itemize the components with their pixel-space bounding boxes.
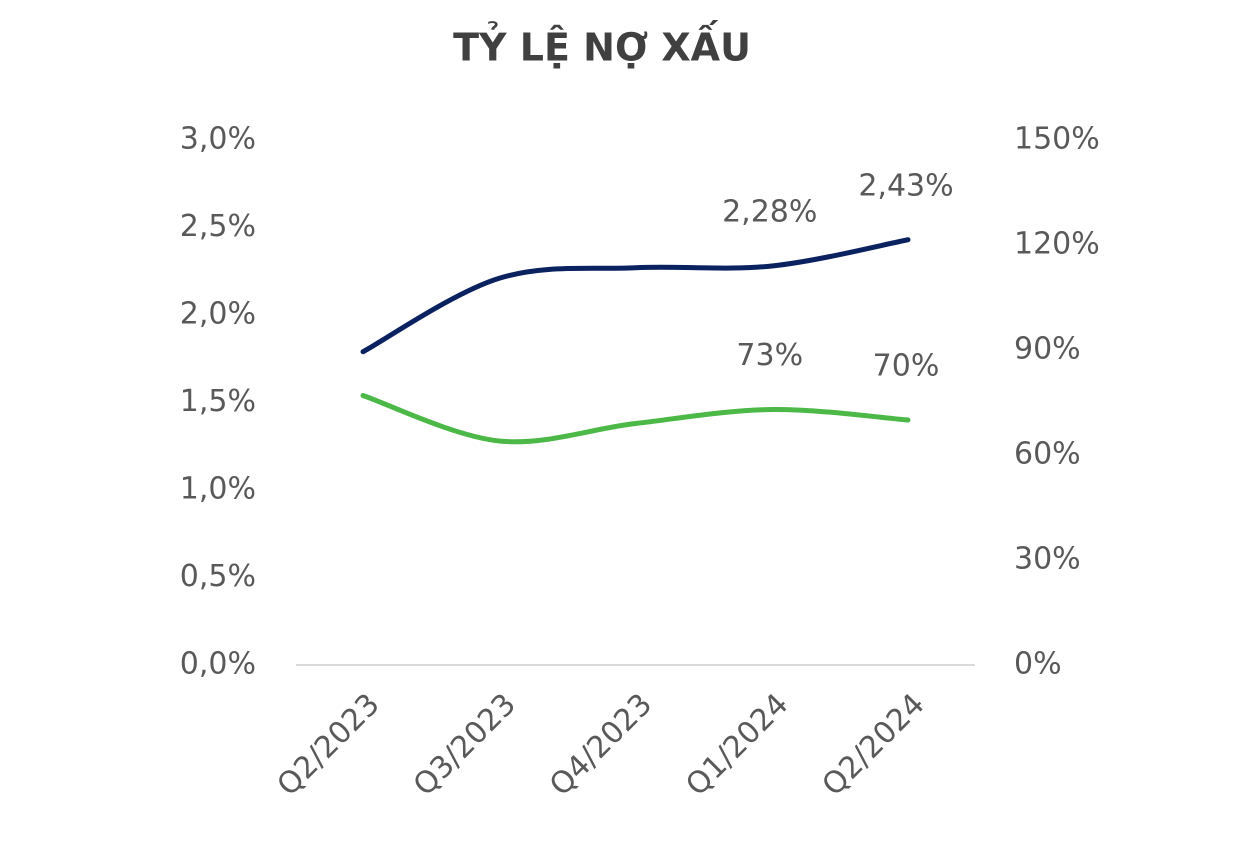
- y2-tick-label: 120%: [1014, 227, 1100, 262]
- line: [360, 237, 911, 355]
- data-label: 2,43%: [858, 168, 953, 203]
- x-tick-label: Q1/2024: [679, 687, 795, 803]
- line: [360, 393, 911, 445]
- y2-tick-label: 150%: [1014, 122, 1100, 157]
- y2-tick-label: 0%: [1014, 647, 1062, 682]
- data-label: 73%: [736, 338, 803, 373]
- y-tick-label: 1,5%: [180, 384, 256, 419]
- y-tick-label: 2,5%: [180, 209, 256, 244]
- y-tick-label: 0,5%: [180, 559, 256, 594]
- y2-tick-label: 90%: [1014, 332, 1081, 367]
- x-tick-label: Q3/2023: [407, 687, 523, 803]
- y2-tick-label: 60%: [1014, 437, 1081, 472]
- y-tick-label: 3,0%: [180, 122, 256, 157]
- y-tick-label: 2,0%: [180, 297, 256, 332]
- x-tick-label: Q2/2023: [271, 687, 387, 803]
- x-tick-label: Q2/2024: [816, 687, 932, 803]
- chart-title: TỶ LỆ NỢ XẤU: [453, 21, 751, 70]
- y2-tick-label: 30%: [1014, 542, 1081, 577]
- data-label: 70%: [873, 349, 940, 384]
- x-tick-label: Q4/2023: [543, 687, 659, 803]
- y-tick-label: 0,0%: [180, 647, 256, 682]
- data-label: 2,28%: [722, 195, 817, 230]
- y-tick-label: 1,0%: [180, 472, 256, 507]
